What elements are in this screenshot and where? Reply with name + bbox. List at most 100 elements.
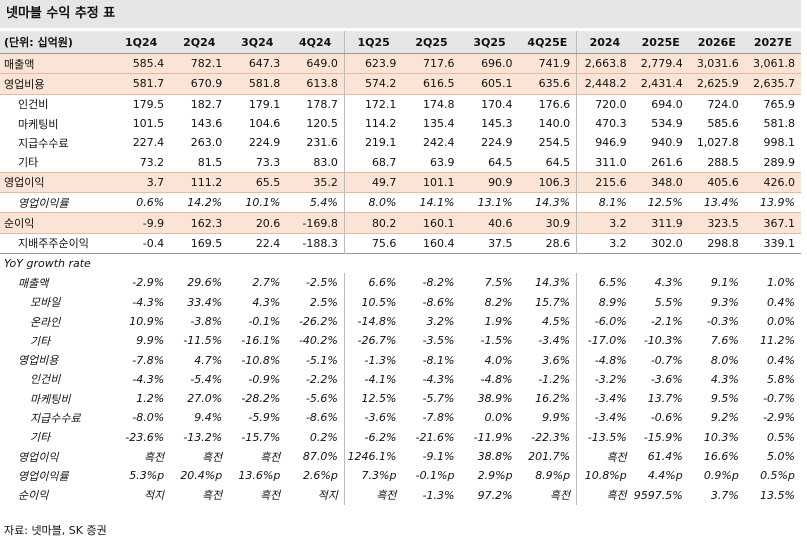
row-label: 영업비용 (18, 354, 59, 368)
cell: 1246.1% (347, 450, 397, 464)
cell: -17.0% (587, 334, 627, 348)
cell: 2.7% (252, 276, 281, 290)
cell: -3.5% (422, 334, 455, 348)
cell: -169.8 (286, 212, 345, 234)
cell: 367.1 (744, 212, 801, 234)
cell: -8.2% (422, 276, 455, 290)
cell: 3,031.6 (688, 52, 745, 75)
table-row: 지배주주순이익 -0.4 169.5 22.4 -188.3 75.6 160.4 37.5 2… (0, 233, 801, 254)
table-row: (단위: 십억원) 1Q24 2Q24 3Q24 4Q24 1Q25 2Q25 3Q25 4Q2… (0, 31, 801, 54)
cell: 101.5 (132, 117, 165, 131)
cell: 581.7 (112, 73, 171, 95)
table-row: 지급수수료 -8.0% 9.4% -5.9% -8.6% -3.6% -7.8% 0.0% 9.… (0, 408, 801, 428)
table-row: 영업이익률 5.3%p 20.4%p 13.6%p 2.6%p 7.3%p -0.1%p 2.… (0, 466, 801, 486)
cell: 940.9 (651, 136, 683, 150)
cell: -3.2% (594, 372, 627, 386)
cell: 613.8 (286, 73, 345, 95)
cell: 흑전 (606, 489, 627, 503)
cell: 339.1 (763, 236, 796, 250)
cell: 흑전 (260, 450, 281, 464)
cell: 흑전 (518, 485, 578, 505)
cell: -0.3% (706, 315, 739, 328)
cell: -6.2% (364, 430, 397, 444)
cell: -15.9% (643, 430, 683, 444)
cell: 1.0% (767, 276, 795, 290)
table-row: 모바일 -4.3% 33.4% 4.3% 2.5% 10.5% -8.6% 8.2% 15.7%… (0, 292, 801, 312)
cell: 724.0 (707, 97, 739, 111)
cell: 30.9 (518, 212, 578, 234)
table-row: 온라인 10.9% -3.8% -0.1% -26.2% -14.8% 3.2% 1.9% 4.… (0, 311, 801, 332)
cell: 적지 (143, 489, 165, 503)
cell: 1.2% (136, 392, 165, 406)
cell: 2.9%p (477, 469, 513, 483)
cell: 8.2% (484, 295, 513, 309)
cell: 101.1 (402, 171, 461, 194)
cell: 9.9% (136, 334, 165, 348)
cell: 2,779.4 (632, 52, 689, 75)
row-label: 마케팅비 (30, 392, 71, 406)
cell: 178.7 (286, 94, 345, 114)
cell: 8.0% (368, 196, 397, 210)
cell: 10.5% (361, 295, 397, 309)
cell: 10.1% (245, 196, 281, 210)
cell: -40.2% (286, 331, 345, 351)
cell: 1Q25 (344, 31, 403, 54)
table-row: 매출액 -2.9% 29.6% 2.7% -2.5% 6.6% -8.2% 7.5% 14.3%… (0, 273, 801, 293)
cell: 흑전 (376, 489, 397, 503)
cell: 흑전 (143, 450, 165, 464)
cell: 83.0 (286, 152, 345, 173)
cell: 9.4% (194, 411, 223, 425)
cell: 114.2 (364, 117, 397, 131)
cell: 0.4% (767, 353, 795, 367)
table-row: 영업비용 581.7 670.9 581.8 613.8 574.2 616.5 605.1 6… (0, 73, 801, 95)
cell: 3.2 (609, 236, 627, 250)
cell: -15.7% (241, 430, 281, 444)
cell: 242.4 (423, 136, 455, 150)
table-row: 순이익 -9.9 162.3 20.6 -169.8 80.2 160.1 40.6 30.9 3… (0, 212, 801, 234)
cell: 741.9 (518, 52, 578, 75)
cell: 120.5 (286, 113, 345, 134)
row-label: 기타 (30, 431, 51, 445)
cell: -23.6% (125, 430, 165, 444)
cell: 215.6 (576, 171, 633, 194)
cell: 581.8 (228, 73, 287, 95)
cell: -21.6% (415, 430, 455, 444)
cell: 38.9% (477, 392, 513, 406)
cell: 90.9 (460, 171, 519, 194)
cell: -4.1% (364, 372, 397, 386)
cell: 534.9 (651, 117, 683, 131)
cell: -11.5% (183, 334, 223, 348)
table-row: 영업이익 흑전 흑전 흑전 87.0% 1246.1% -9.1% 38.8% 201.7% 흑전… (0, 446, 801, 467)
cell: -13.2% (183, 430, 223, 444)
cell: 135.4 (423, 117, 455, 131)
cell: -0.1% (248, 315, 281, 328)
cell: -16.1% (241, 334, 281, 348)
table-row: 영업이익 3.7 111.2 65.5 35.2 49.7 101.1 90.9 106.3 21… (0, 171, 801, 194)
cell: -1.3% (422, 488, 455, 502)
cell: 111.2 (170, 171, 229, 194)
table-row: 기타 73.2 81.5 73.3 83.0 68.7 63.9 64.5 64.5 311.0 2… (0, 152, 801, 173)
cell: 16.2% (518, 389, 578, 409)
cell: -2.9% (132, 276, 165, 290)
cell: 3.7% (710, 488, 739, 502)
cell: -26.7% (357, 334, 397, 348)
row-label: 영업이익률 (18, 196, 69, 210)
cell: 179.5 (132, 97, 165, 111)
cell: -5.1% (286, 350, 345, 370)
row-label: YoY growth rate (0, 252, 801, 274)
cell: 348.0 (632, 171, 689, 194)
cell: -2.9% (763, 411, 795, 425)
table-row: 기타 -23.6% -13.2% -15.7% 0.2% -6.2% -21.6% -11.9… (0, 427, 801, 447)
cell: -2.1% (650, 315, 683, 328)
cell: -7.8% (422, 411, 455, 425)
cell: -4.3% (132, 295, 165, 309)
cell: 2.6%p (286, 466, 345, 486)
cell: -4.3% (422, 372, 455, 386)
cell: 6.6% (368, 276, 397, 290)
cell: 106.3 (518, 171, 578, 194)
row-label: 마케팅비 (18, 117, 59, 131)
cell: 169.5 (190, 236, 223, 250)
cell: 65.5 (228, 171, 287, 194)
cell: -1.2% (518, 369, 578, 390)
cell: -7.8% (132, 353, 165, 367)
